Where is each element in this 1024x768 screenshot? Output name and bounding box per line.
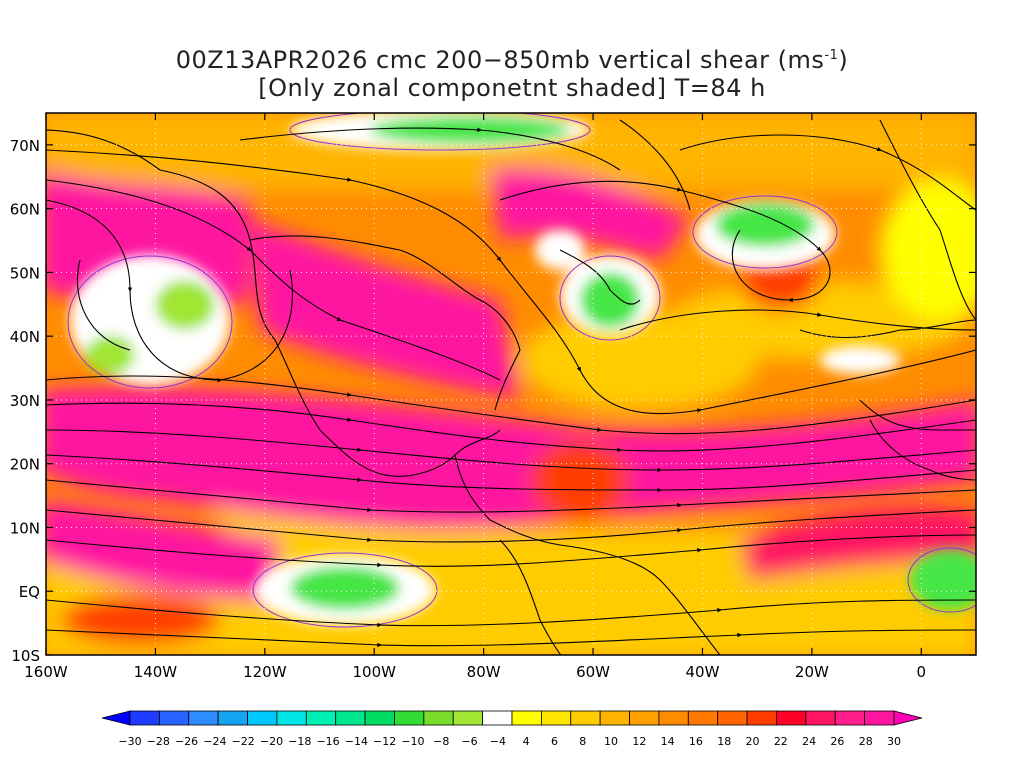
colorbar-label: −14 bbox=[345, 735, 368, 748]
colorbar-box bbox=[423, 710, 454, 726]
streamlines bbox=[46, 127, 976, 648]
colorbar-label: 28 bbox=[859, 735, 873, 748]
colorbar-label: −18 bbox=[288, 735, 311, 748]
lon-tick-label: 40W bbox=[686, 663, 720, 681]
colorbar-label: −26 bbox=[175, 735, 198, 748]
plot-frame bbox=[45, 112, 977, 656]
colorbar: −30 −28 −26 −24 −22 −20 −18 −16 −14 −12 −10 −8 −6 −4 4… bbox=[101, 710, 923, 748]
colorbar-box bbox=[364, 710, 395, 726]
colorbar-box bbox=[394, 710, 425, 726]
lat-tick-label: 60N bbox=[10, 201, 40, 219]
lat-tick-label: 10N bbox=[10, 519, 40, 537]
colorbar-label: 8 bbox=[579, 735, 586, 748]
lon-tick-label: 160W bbox=[24, 663, 68, 681]
colorbar-label: 16 bbox=[689, 735, 703, 748]
colorbar-label: −20 bbox=[260, 735, 283, 748]
colorbar-box bbox=[276, 710, 307, 726]
colorbar-label: 22 bbox=[774, 735, 788, 748]
colorbar-box bbox=[746, 710, 777, 726]
colorbar-label: 24 bbox=[802, 735, 816, 748]
colorbar-label: −22 bbox=[232, 735, 255, 748]
lon-tick-label: 0 bbox=[917, 663, 927, 681]
title-unit-superscript: -1 bbox=[824, 48, 839, 63]
lat-tick-label: 70N bbox=[10, 137, 40, 155]
lon-tick-label: 140W bbox=[134, 663, 178, 681]
lat-tick-label: 10S bbox=[11, 647, 40, 665]
colorbar-low-arrow bbox=[101, 710, 131, 726]
colorbar-label: −16 bbox=[316, 735, 339, 748]
colorbar-box bbox=[687, 710, 719, 726]
colorbar-label: 20 bbox=[746, 735, 760, 748]
colorbar-box bbox=[452, 710, 484, 726]
colorbar-box bbox=[805, 710, 836, 726]
map-plot-area bbox=[46, 113, 976, 655]
colorbar-label: −12 bbox=[373, 735, 396, 748]
colorbar-box bbox=[129, 710, 160, 726]
colorbar-box bbox=[188, 710, 219, 726]
lat-tick-label: 40N bbox=[10, 328, 40, 346]
colorbar-label: 26 bbox=[830, 735, 844, 748]
colorbar-box bbox=[570, 710, 601, 726]
colorbar-label: 10 bbox=[604, 735, 618, 748]
colorbar-label: 4 bbox=[523, 735, 530, 748]
colorbar-label: 6 bbox=[551, 735, 558, 748]
lon-tick-label: 20W bbox=[795, 663, 829, 681]
colorbar-high-arrow bbox=[893, 710, 923, 726]
colorbar-box bbox=[540, 710, 572, 726]
lat-tick-label: 50N bbox=[10, 264, 40, 282]
lon-tick-label: 120W bbox=[243, 663, 287, 681]
chart-title-line1: 00Z13APR2026 cmc 200−850mb vertical shea… bbox=[0, 46, 1024, 74]
title-prefix: 00Z13APR2026 cmc 200−850mb vertical shea… bbox=[175, 46, 825, 74]
colorbar-label: 30 bbox=[887, 735, 901, 748]
colorbar-label: 12 bbox=[632, 735, 646, 748]
colorbar-box bbox=[599, 710, 630, 726]
colorbar-label: −24 bbox=[203, 735, 226, 748]
colorbar-box bbox=[335, 710, 366, 726]
lon-tick-label: 100W bbox=[353, 663, 397, 681]
lat-tick-label: EQ bbox=[19, 583, 40, 601]
colorbar-box bbox=[158, 710, 190, 726]
colorbar-box bbox=[776, 710, 807, 726]
chart-title-line2: [Only zonal componetnt shaded] T=84 h bbox=[258, 74, 766, 102]
colorbar-box bbox=[482, 710, 513, 726]
colorbar-box bbox=[717, 710, 748, 726]
colorbar-label: −28 bbox=[147, 735, 170, 748]
lat-tick-label: 30N bbox=[10, 392, 40, 410]
colorbar-label: 18 bbox=[717, 735, 731, 748]
colorbar-box bbox=[834, 710, 866, 726]
colorbar-box bbox=[511, 710, 542, 726]
colorbar-label: −30 bbox=[118, 735, 141, 748]
colorbar-label: −10 bbox=[401, 735, 424, 748]
colorbar-box bbox=[217, 710, 248, 726]
colorbar-label: 14 bbox=[661, 735, 675, 748]
colorbar-box bbox=[629, 710, 660, 726]
title-suffix: ) bbox=[838, 46, 849, 74]
colorbar-label: −4 bbox=[490, 735, 506, 748]
colorbar-box bbox=[247, 710, 278, 726]
colorbar-box bbox=[658, 710, 689, 726]
lon-tick-label: 60W bbox=[576, 663, 610, 681]
colorbar-label: −6 bbox=[461, 735, 477, 748]
colorbar-box bbox=[864, 710, 895, 726]
colorbar-label: −8 bbox=[433, 735, 449, 748]
lat-tick-label: 20N bbox=[10, 456, 40, 474]
lon-tick-label: 80W bbox=[467, 663, 501, 681]
colorbar-box bbox=[305, 710, 337, 726]
